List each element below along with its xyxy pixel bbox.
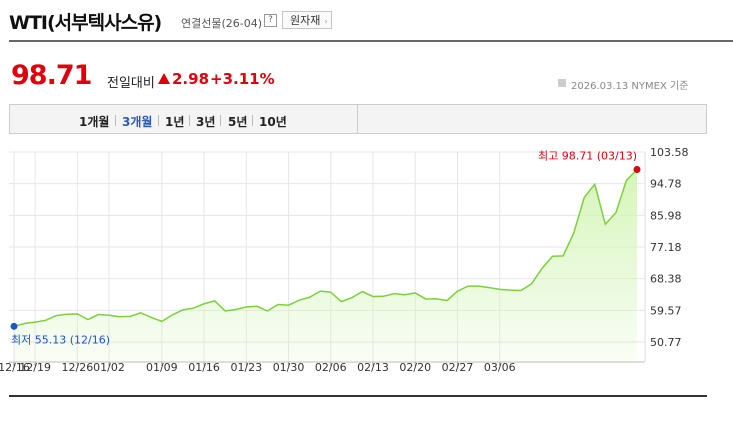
y-tick-label: 103.58 — [650, 146, 689, 159]
high-point-label: 최고 98.71 (03/13) — [538, 150, 637, 163]
y-tick-label: 59.57 — [650, 304, 682, 317]
tab-5-years[interactable]: 5년 — [228, 115, 248, 129]
x-tick-label: 02/27 — [442, 361, 474, 374]
x-tick-label: 12/19 — [19, 361, 51, 374]
tab-3-years[interactable]: 3년 — [196, 115, 216, 129]
page-title: WTI(서부텍사스유) — [9, 12, 162, 34]
x-tick-label: 12/26 — [62, 361, 94, 374]
x-tick-label: 02/13 — [357, 361, 389, 374]
tab-3-months[interactable]: 3개월 — [122, 115, 153, 129]
change-value: 2.98 — [172, 70, 210, 88]
tab-separator — [189, 115, 190, 126]
x-tick-label: 01/30 — [273, 361, 305, 374]
contract-subtitle: 연결선물(26-04) — [181, 17, 263, 30]
tab-10-years[interactable]: 10년 — [259, 115, 287, 129]
x-tick-label: 12/16 — [0, 361, 30, 374]
y-tick-label: 85.98 — [650, 209, 682, 222]
change-label: 전일대비 — [107, 76, 155, 91]
area-fill — [14, 169, 637, 362]
x-tick-label: 01/02 — [93, 361, 125, 374]
low-point-label: 최저 55.13 (12/16) — [11, 333, 110, 346]
help-icon[interactable]: ? — [264, 14, 277, 27]
up-triangle-icon — [158, 73, 170, 84]
tab-separator — [252, 115, 253, 126]
commodities-button-label: 원자재 — [290, 14, 321, 27]
tab-1-year[interactable]: 1년 — [165, 115, 185, 129]
header-divider — [9, 40, 733, 42]
tab-separator — [115, 115, 116, 126]
x-tick-label: 02/06 — [315, 361, 347, 374]
low-point-marker — [10, 322, 18, 330]
high-point-marker — [633, 166, 641, 174]
y-tick-label: 68.38 — [650, 273, 682, 286]
tab-separator — [220, 115, 221, 126]
y-tick-label: 50.77 — [650, 336, 682, 349]
price-line — [13, 168, 638, 328]
tab-separator — [158, 115, 159, 126]
chevron-right-icon: › — [324, 17, 328, 26]
current-price: 98.71 — [11, 60, 92, 91]
period-bar-divider — [357, 104, 358, 134]
tab-1-month[interactable]: 1개월 — [79, 115, 110, 129]
as-of-date: 2026.03.13 NYMEX 기준 — [571, 81, 689, 92]
period-tab-bar — [9, 104, 707, 134]
y-tick-label: 94.78 — [650, 178, 682, 191]
x-tick-label: 01/16 — [188, 361, 220, 374]
change-percent: +3.11% — [210, 70, 275, 88]
commodities-button[interactable]: 원자재 › — [282, 11, 332, 29]
x-tick-label: 01/09 — [146, 361, 178, 374]
x-tick-label: 01/23 — [230, 361, 262, 374]
bottom-divider — [9, 395, 707, 397]
clock-icon — [558, 79, 566, 87]
y-tick-label: 77.18 — [650, 241, 682, 254]
x-tick-label: 03/06 — [484, 361, 516, 374]
x-tick-label: 02/20 — [399, 361, 431, 374]
